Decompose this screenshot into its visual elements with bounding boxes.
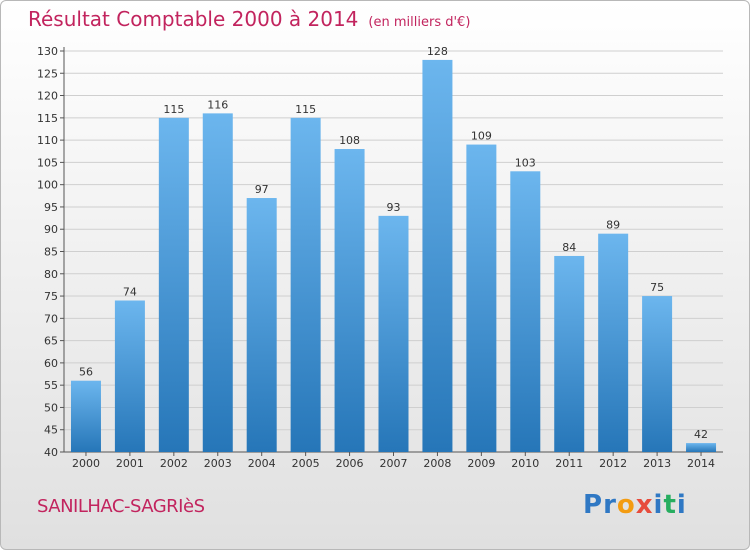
title-text: Résultat Comptable 2000 à 2014 [28, 7, 359, 31]
logo-letter: P [583, 490, 604, 520]
y-tick-label: 130 [37, 45, 58, 58]
bar-value-label: 115 [295, 103, 316, 116]
logo-letter: i [676, 490, 687, 520]
x-tick-label: 2011 [555, 457, 583, 470]
logo-letter: t [663, 490, 677, 520]
x-tick-label: 2006 [336, 457, 364, 470]
y-tick-label: 125 [37, 67, 58, 80]
bar [422, 59, 453, 453]
y-tick-label: 120 [37, 90, 58, 103]
y-tick-label: 60 [44, 357, 58, 370]
y-tick-label: 40 [44, 446, 58, 459]
x-tick-label: 2003 [204, 457, 232, 470]
bar-layer [70, 59, 717, 453]
bar-value-label: 89 [606, 219, 620, 232]
bar [114, 300, 145, 452]
bar [202, 113, 233, 452]
x-tick-label: 2007 [380, 457, 408, 470]
y-tick-label: 105 [37, 156, 58, 169]
bar-value-label: 56 [79, 366, 93, 379]
bar-value-label: 116 [207, 98, 228, 111]
y-tick-label: 85 [44, 246, 58, 259]
x-tick-label: 2010 [511, 457, 539, 470]
bar-value-label: 109 [471, 130, 492, 143]
bar-value-label: 108 [339, 134, 360, 147]
x-tick-label: 2013 [643, 457, 671, 470]
y-tick-label: 115 [37, 112, 58, 125]
x-tick-label: 2005 [292, 457, 320, 470]
y-tick-label: 75 [44, 290, 58, 303]
bar-value-label: 75 [650, 281, 664, 294]
commune-name: SANILHAC-SAGRIèS [37, 496, 205, 517]
axis-layer: 40 45 50 55 60 65 70 75 80 85 90 95 100 105 110 115 120 1… [37, 45, 723, 470]
y-tick-label: 90 [44, 223, 58, 236]
y-tick-label: 80 [44, 268, 58, 281]
y-tick-label: 95 [44, 201, 58, 214]
bar-value-label: 42 [694, 428, 708, 441]
bar [554, 255, 585, 452]
bar [686, 443, 717, 452]
bar-value-label: 93 [387, 201, 401, 214]
bar [158, 117, 189, 452]
bar-value-label: 84 [562, 241, 576, 254]
bar-value-label: 128 [427, 45, 448, 58]
bar [246, 198, 277, 452]
bar [70, 380, 101, 452]
bar [642, 296, 673, 452]
chart-title: Résultat Comptable 2000 à 2014 (en millie… [28, 7, 470, 31]
bar-value-label: 74 [123, 286, 137, 299]
y-tick-label: 45 [44, 424, 58, 437]
logo-letter: o [616, 490, 636, 520]
x-tick-label: 2001 [116, 457, 144, 470]
y-tick-label: 110 [37, 134, 58, 147]
bar-value-label: 103 [515, 156, 536, 169]
bar [598, 233, 629, 452]
unit-label: (en milliers d'€) [368, 15, 471, 30]
y-tick-label: 50 [44, 401, 58, 414]
proxiti-logo: Proxiti [583, 490, 687, 520]
label-layer: 56 74 115 116 97 115 108 93 128 109 103 84 89 75 42 [79, 45, 708, 441]
x-tick-label: 2008 [423, 457, 451, 470]
bar [378, 215, 409, 452]
logo-letter: r [603, 490, 617, 520]
bar [466, 144, 497, 453]
bar [290, 117, 321, 452]
x-tick-label: 2004 [248, 457, 276, 470]
bar [334, 149, 365, 452]
x-tick-label: 2000 [72, 457, 100, 470]
y-tick-label: 70 [44, 312, 58, 325]
x-tick-label: 2002 [160, 457, 188, 470]
x-tick-label: 2012 [599, 457, 627, 470]
logo-letter: i [653, 490, 664, 520]
bar-value-label: 115 [163, 103, 184, 116]
bar-value-label: 97 [255, 183, 269, 196]
logo-letter: x [635, 490, 654, 520]
y-tick-label: 65 [44, 335, 58, 348]
bar [510, 171, 541, 453]
y-tick-label: 55 [44, 379, 58, 392]
x-tick-label: 2014 [687, 457, 715, 470]
x-tick-label: 2009 [467, 457, 495, 470]
y-tick-label: 100 [37, 179, 58, 192]
